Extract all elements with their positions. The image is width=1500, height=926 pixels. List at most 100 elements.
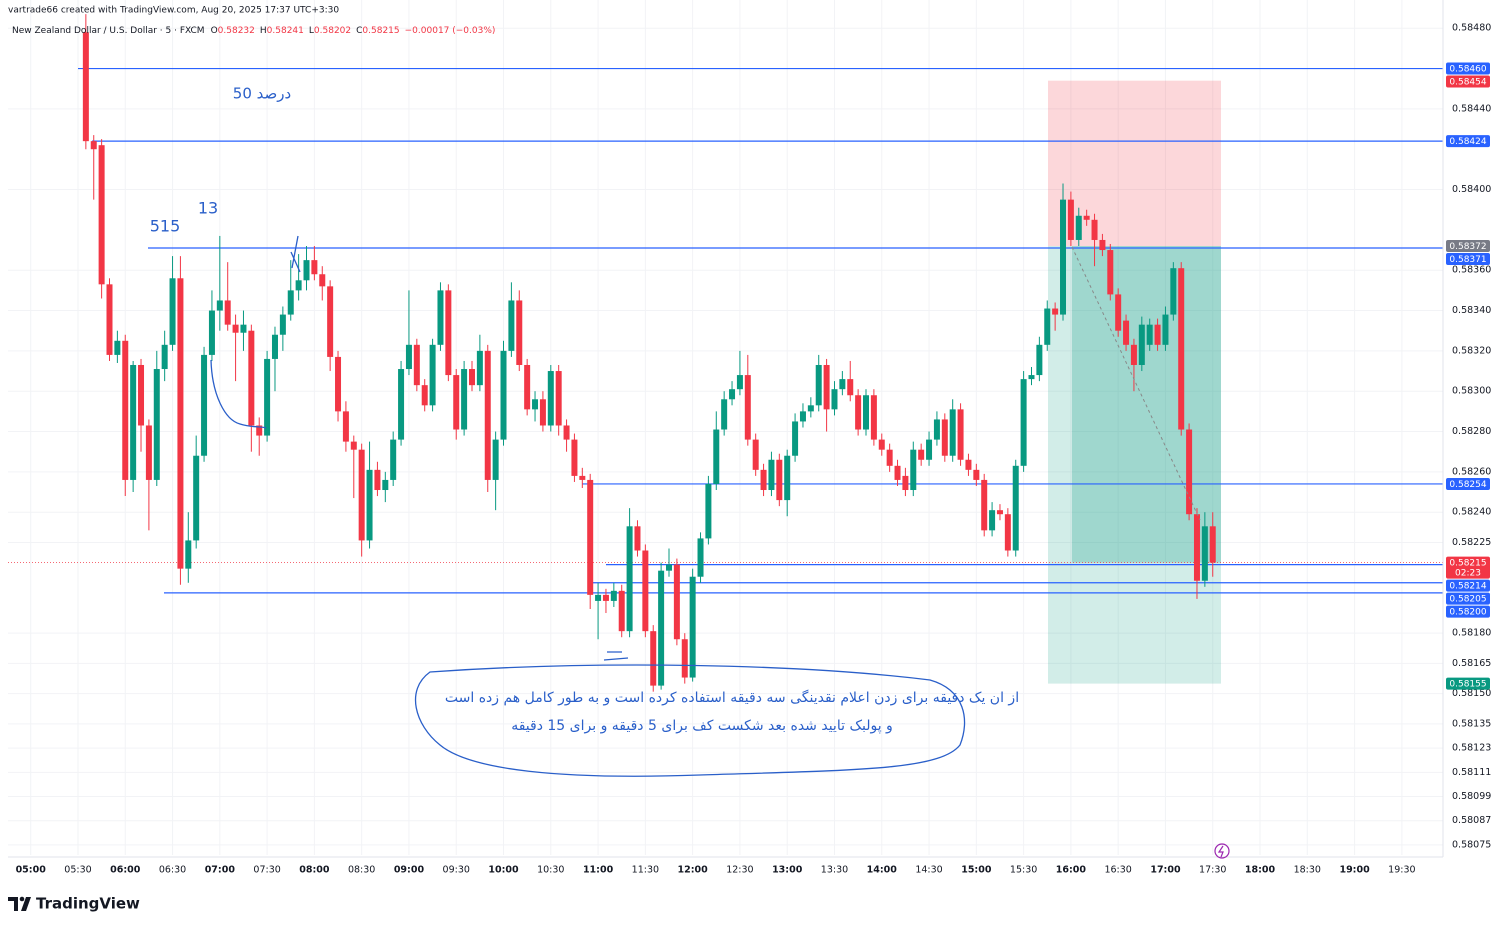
annotation: 13 xyxy=(198,199,218,218)
price-tag xyxy=(1446,62,1490,75)
candle-body xyxy=(610,590,617,601)
candle-body xyxy=(492,439,499,480)
candle-body xyxy=(201,354,208,456)
candle-body xyxy=(626,526,633,632)
price-tag-label: 0.58200 xyxy=(1449,608,1486,618)
price-tag-label: 0.58371 xyxy=(1449,255,1486,265)
candle-body xyxy=(468,369,475,386)
ohlc-value: 0.58241 xyxy=(267,26,304,36)
price-tag xyxy=(1446,75,1490,88)
candle-body xyxy=(295,280,302,291)
candle-body xyxy=(792,421,799,456)
x-tick-label: 15:30 xyxy=(1010,865,1037,876)
candle-body xyxy=(169,278,176,345)
ohlc-key: H xyxy=(260,26,267,36)
candle-body xyxy=(555,371,562,426)
annotation: 515 xyxy=(150,217,181,236)
x-tick-label: 06:30 xyxy=(159,865,186,876)
candle-body xyxy=(319,274,326,287)
price-axis: 0.58480 0.58440 0.58400 0.58360 0.58340 0.583… xyxy=(1446,23,1491,850)
candle-body xyxy=(138,364,145,426)
price-tag-label: 0.58155 xyxy=(1449,680,1486,690)
candle-body xyxy=(1004,514,1011,551)
alert-icon xyxy=(1214,843,1230,859)
candle-body xyxy=(776,459,783,501)
candle-body xyxy=(335,356,342,412)
candle-body xyxy=(1091,219,1098,240)
candle-body xyxy=(587,479,594,595)
alert-bolt xyxy=(1217,845,1224,858)
candle-body xyxy=(161,344,168,370)
candle-body xyxy=(224,300,231,325)
y-tick-label: 0.58340 xyxy=(1452,305,1491,316)
logo-mark xyxy=(21,897,31,911)
candle-body xyxy=(90,141,97,150)
candle-body xyxy=(216,300,223,311)
candle-body xyxy=(595,594,602,601)
x-tick-label: 16:30 xyxy=(1104,865,1131,876)
candle-body xyxy=(185,540,192,569)
candle-body xyxy=(508,300,515,351)
candle-body xyxy=(823,364,830,410)
candle-body xyxy=(445,290,452,376)
candle-body xyxy=(949,409,956,456)
drawing-x xyxy=(290,235,301,273)
candle-body xyxy=(358,449,365,541)
candle-body xyxy=(807,405,814,412)
price-tag-label: 0.58372 xyxy=(1449,242,1486,252)
price-tag-label: 0.58460 xyxy=(1449,65,1486,75)
candle-body xyxy=(1060,199,1067,315)
candle-body xyxy=(311,260,318,275)
candle-body xyxy=(98,145,105,285)
candle-body xyxy=(579,475,586,480)
candle-body xyxy=(413,344,420,386)
candle-body xyxy=(1209,526,1216,563)
candle-body xyxy=(855,395,862,430)
y-tick-label: 0.58123 xyxy=(1452,743,1491,754)
candle-body xyxy=(539,399,546,426)
candle-body xyxy=(1083,215,1090,220)
candle-body xyxy=(839,379,846,390)
candle-body xyxy=(106,284,113,355)
annotation: و پولبک تایید شده بعد شکست کف برای 5 دقی… xyxy=(511,718,893,734)
y-tick-label: 0.58087 xyxy=(1452,815,1491,826)
x-tick-label: 14:30 xyxy=(915,865,942,876)
candle-body xyxy=(264,358,271,436)
candle-body xyxy=(815,364,822,406)
price-tag-label: 0.58214 xyxy=(1449,582,1486,592)
drawing-curve xyxy=(210,359,267,429)
y-tick-label: 0.58075 xyxy=(1452,839,1491,850)
candle-body xyxy=(918,449,925,460)
x-tick-label: 09:00 xyxy=(394,865,425,876)
candle-body xyxy=(989,510,996,531)
x-tick-label: 17:00 xyxy=(1150,865,1181,876)
candle-body xyxy=(799,411,806,422)
candle-body xyxy=(82,32,89,142)
candle-body xyxy=(476,350,483,386)
candle-body xyxy=(1052,308,1059,315)
price-tag xyxy=(1446,253,1490,266)
candle-body xyxy=(1115,294,1122,331)
price-tag xyxy=(1446,477,1490,490)
candle-body xyxy=(705,483,712,539)
x-tick-label: 12:30 xyxy=(726,865,753,876)
candle-body xyxy=(374,469,381,491)
candle-body xyxy=(870,395,877,440)
y-tick-label: 0.58240 xyxy=(1452,507,1491,518)
brand: TradingView xyxy=(36,895,140,913)
drawings xyxy=(210,235,1201,777)
x-tick-label: 11:30 xyxy=(632,865,659,876)
candle-body xyxy=(532,399,539,410)
candle-body xyxy=(1201,526,1208,581)
price-tag-label: 0.58454 xyxy=(1449,78,1486,88)
candle-body xyxy=(453,375,460,430)
price-tag xyxy=(1446,605,1490,618)
candle-body xyxy=(1123,320,1130,345)
candle-body xyxy=(697,538,704,577)
candle-body xyxy=(547,371,554,426)
ohlc-key: L xyxy=(309,26,314,36)
candle-body xyxy=(153,369,160,480)
symbol: New Zealand Dollar / U.S. Dollar · 5 · F… xyxy=(12,26,205,36)
candle-body xyxy=(405,344,412,370)
